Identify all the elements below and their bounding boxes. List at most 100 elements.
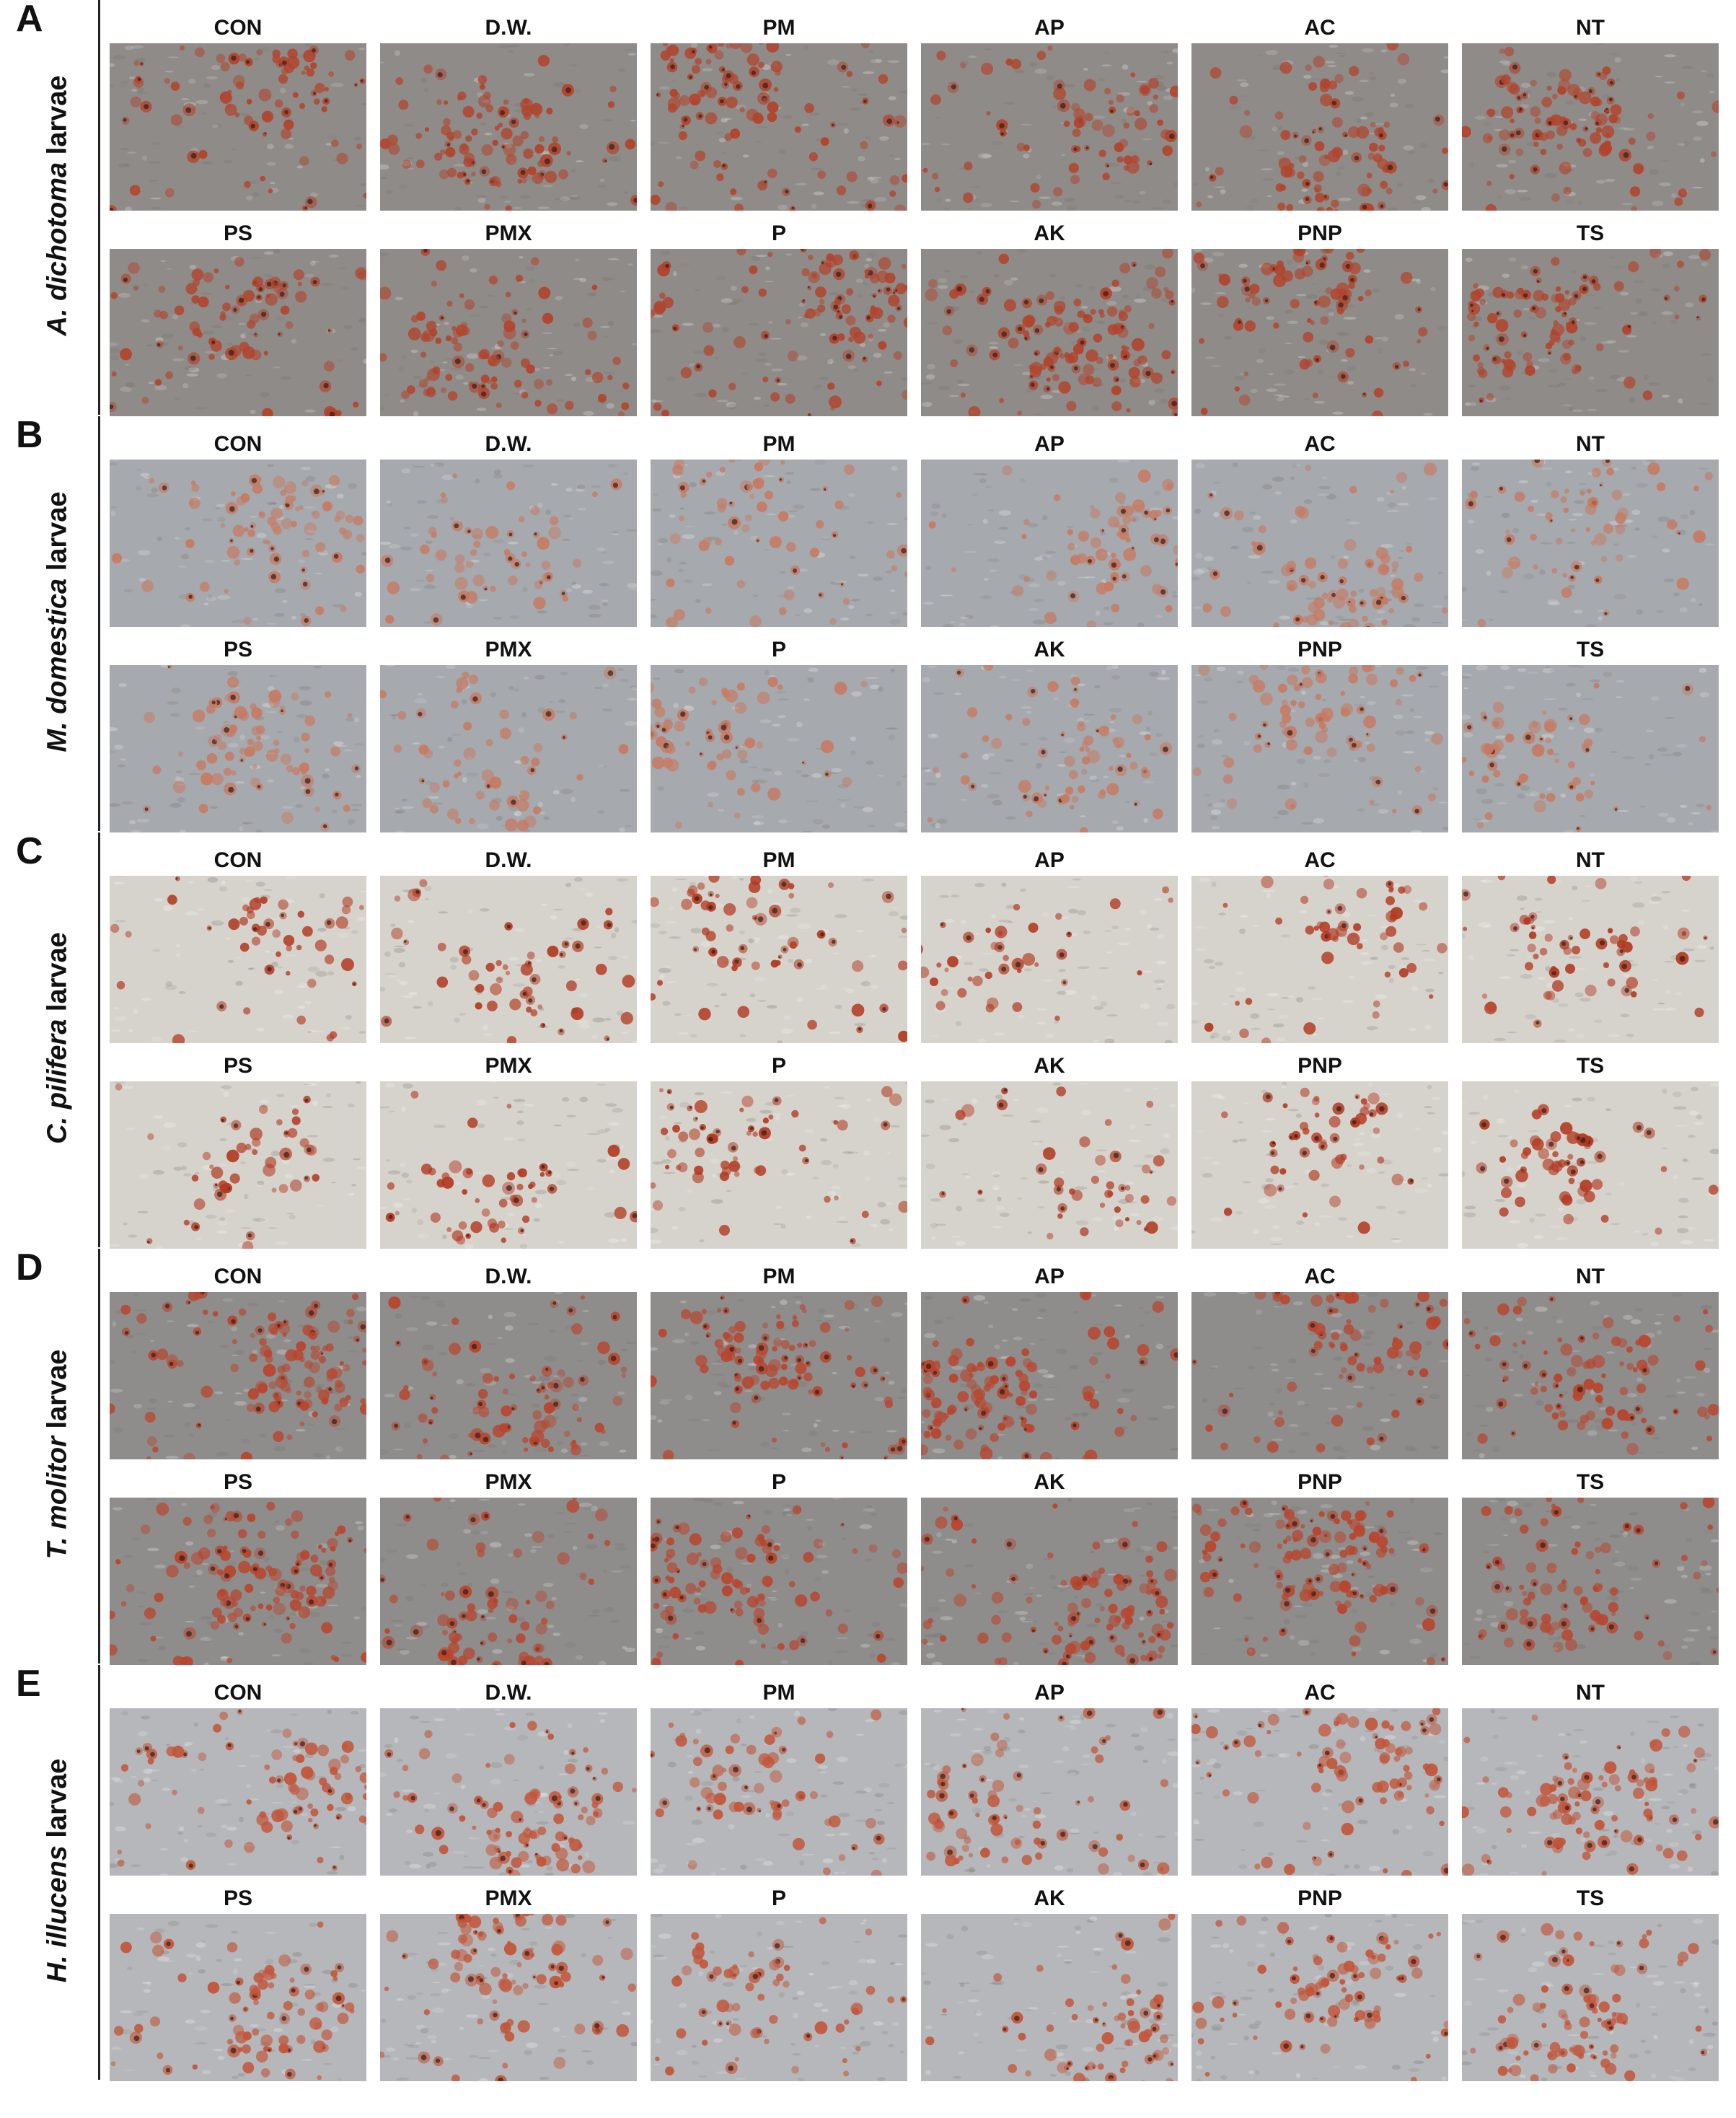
condition-label: TS [1576,1886,1605,1910]
condition-label: TS [1576,638,1605,662]
species-suffix: larvae [42,491,73,579]
micrograph-image [1462,876,1719,1043]
species-label-text: H. illucens larvae [43,1759,74,1983]
micrograph-image [380,1081,637,1249]
micrograph-image [1191,1708,1448,1876]
micrograph-image [1462,1498,1719,1665]
condition-label: PMX [485,1470,532,1494]
panel-b: B M. domestica larvae CON D.W. PM AP AC NT PS PMX… [0,414,1736,832]
micrograph-image [651,665,907,832]
micrograph-image [110,249,366,416]
condition-label: AC [1304,16,1336,40]
condition-label: CON [213,1681,263,1705]
panel-d: D T. molitor larvae CON D.W. PM AP AC NT PS PMX P A… [0,1247,1736,1665]
bracket-line [98,0,100,415]
condition-label: PS [223,1886,253,1910]
micrograph-image [380,1914,637,2081]
species-name: H. illucens [42,1845,73,1983]
micrograph-image [1462,460,1719,627]
condition-label: AK [1034,1470,1065,1494]
micrograph-image [651,249,907,416]
condition-label: NT [1576,1681,1605,1705]
condition-label: CON [213,432,263,456]
micrograph-image [921,876,1178,1043]
micrograph-image [380,43,637,211]
micrograph-image [921,1292,1178,1459]
species-label-text: A. dichotoma larvae [43,75,74,335]
condition-label: AP [1034,1265,1065,1288]
micrograph-image [380,460,637,627]
panel-c: C C. pilifera larvae CON D.W. PM AP AC NT PS PMX P… [0,830,1736,1249]
condition-label: D.W. [485,1681,532,1705]
condition-label: D.W. [485,432,532,456]
condition-label: CON [213,848,263,872]
micrograph-image [110,1914,366,2081]
panel-letter: A [16,0,43,40]
micrograph-image [921,1498,1178,1665]
condition-label: NT [1576,1265,1605,1288]
condition-label: AK [1034,1886,1065,1910]
condition-label: PMX [485,1886,532,1910]
condition-label: PNP [1297,1886,1342,1910]
micrograph-image [380,1498,637,1665]
micrograph-image [921,665,1178,832]
condition-label: TS [1576,1054,1605,1078]
condition-label: NT [1576,848,1605,872]
condition-label: PMX [485,638,532,662]
species-label-text: T. molitor larvae [43,1350,74,1560]
species-suffix: larvae [42,75,73,162]
panel-letter: D [16,1247,43,1288]
micrograph-image [1191,665,1448,832]
condition-label: AC [1304,432,1336,456]
condition-label: D.W. [485,16,532,40]
micrograph-image [1462,1292,1719,1459]
micrograph-image [1191,249,1448,416]
micrograph-image [1191,43,1448,211]
panel-e: E H. illucens larvae CON D.W. PM AP AC NT PS PMX P… [0,1663,1736,2081]
micrograph-image [1462,1081,1719,1249]
micrograph-image [110,665,366,832]
bracket-line [98,416,100,831]
species-suffix: larvae [42,1758,73,1846]
micrograph-image [1462,43,1719,211]
condition-label: PM [762,1265,796,1288]
condition-label: D.W. [485,1265,532,1288]
micrograph-image [651,1498,907,1665]
condition-label: AC [1304,1265,1336,1288]
micrograph-image [110,460,366,627]
condition-label: PS [223,221,253,245]
micrograph-image [110,43,366,211]
condition-label: PMX [485,1054,532,1078]
micrograph-image [921,1081,1178,1249]
bracket-line [98,1249,100,1664]
condition-label: AC [1304,1681,1336,1705]
condition-label: PM [762,16,796,40]
species-suffix: larvae [42,932,73,1019]
condition-label: NT [1576,432,1605,456]
condition-label: PM [762,848,796,872]
species-name: A. dichotoma [42,162,73,336]
panel-a: A A. dichotoma larvae CON D.W. PM AP AC NT PS PMX… [0,0,1736,416]
condition-label: CON [213,1265,263,1288]
species-label-text: M. domestica larvae [43,491,74,752]
micrograph-image [1191,1292,1448,1459]
panel-letter: C [16,830,43,872]
species-suffix: larvae [42,1349,73,1437]
condition-label: AP [1034,432,1065,456]
condition-label: P [771,1886,786,1910]
micrograph-image [380,1292,637,1459]
condition-label: PS [223,1054,253,1078]
condition-label: PM [762,1681,796,1705]
micrograph-image [380,876,637,1043]
micrograph-image [380,665,637,832]
species-label-text: C. pilifera larvae [43,932,74,1144]
micrograph-image [651,1081,907,1249]
micrograph-image [110,876,366,1043]
panel-letter: E [16,1663,41,1705]
condition-label: PNP [1297,1470,1342,1494]
micrograph-image [1462,1708,1719,1876]
micrograph-image [651,1914,907,2081]
condition-label: P [771,221,786,245]
micrograph-image [110,1708,366,1876]
